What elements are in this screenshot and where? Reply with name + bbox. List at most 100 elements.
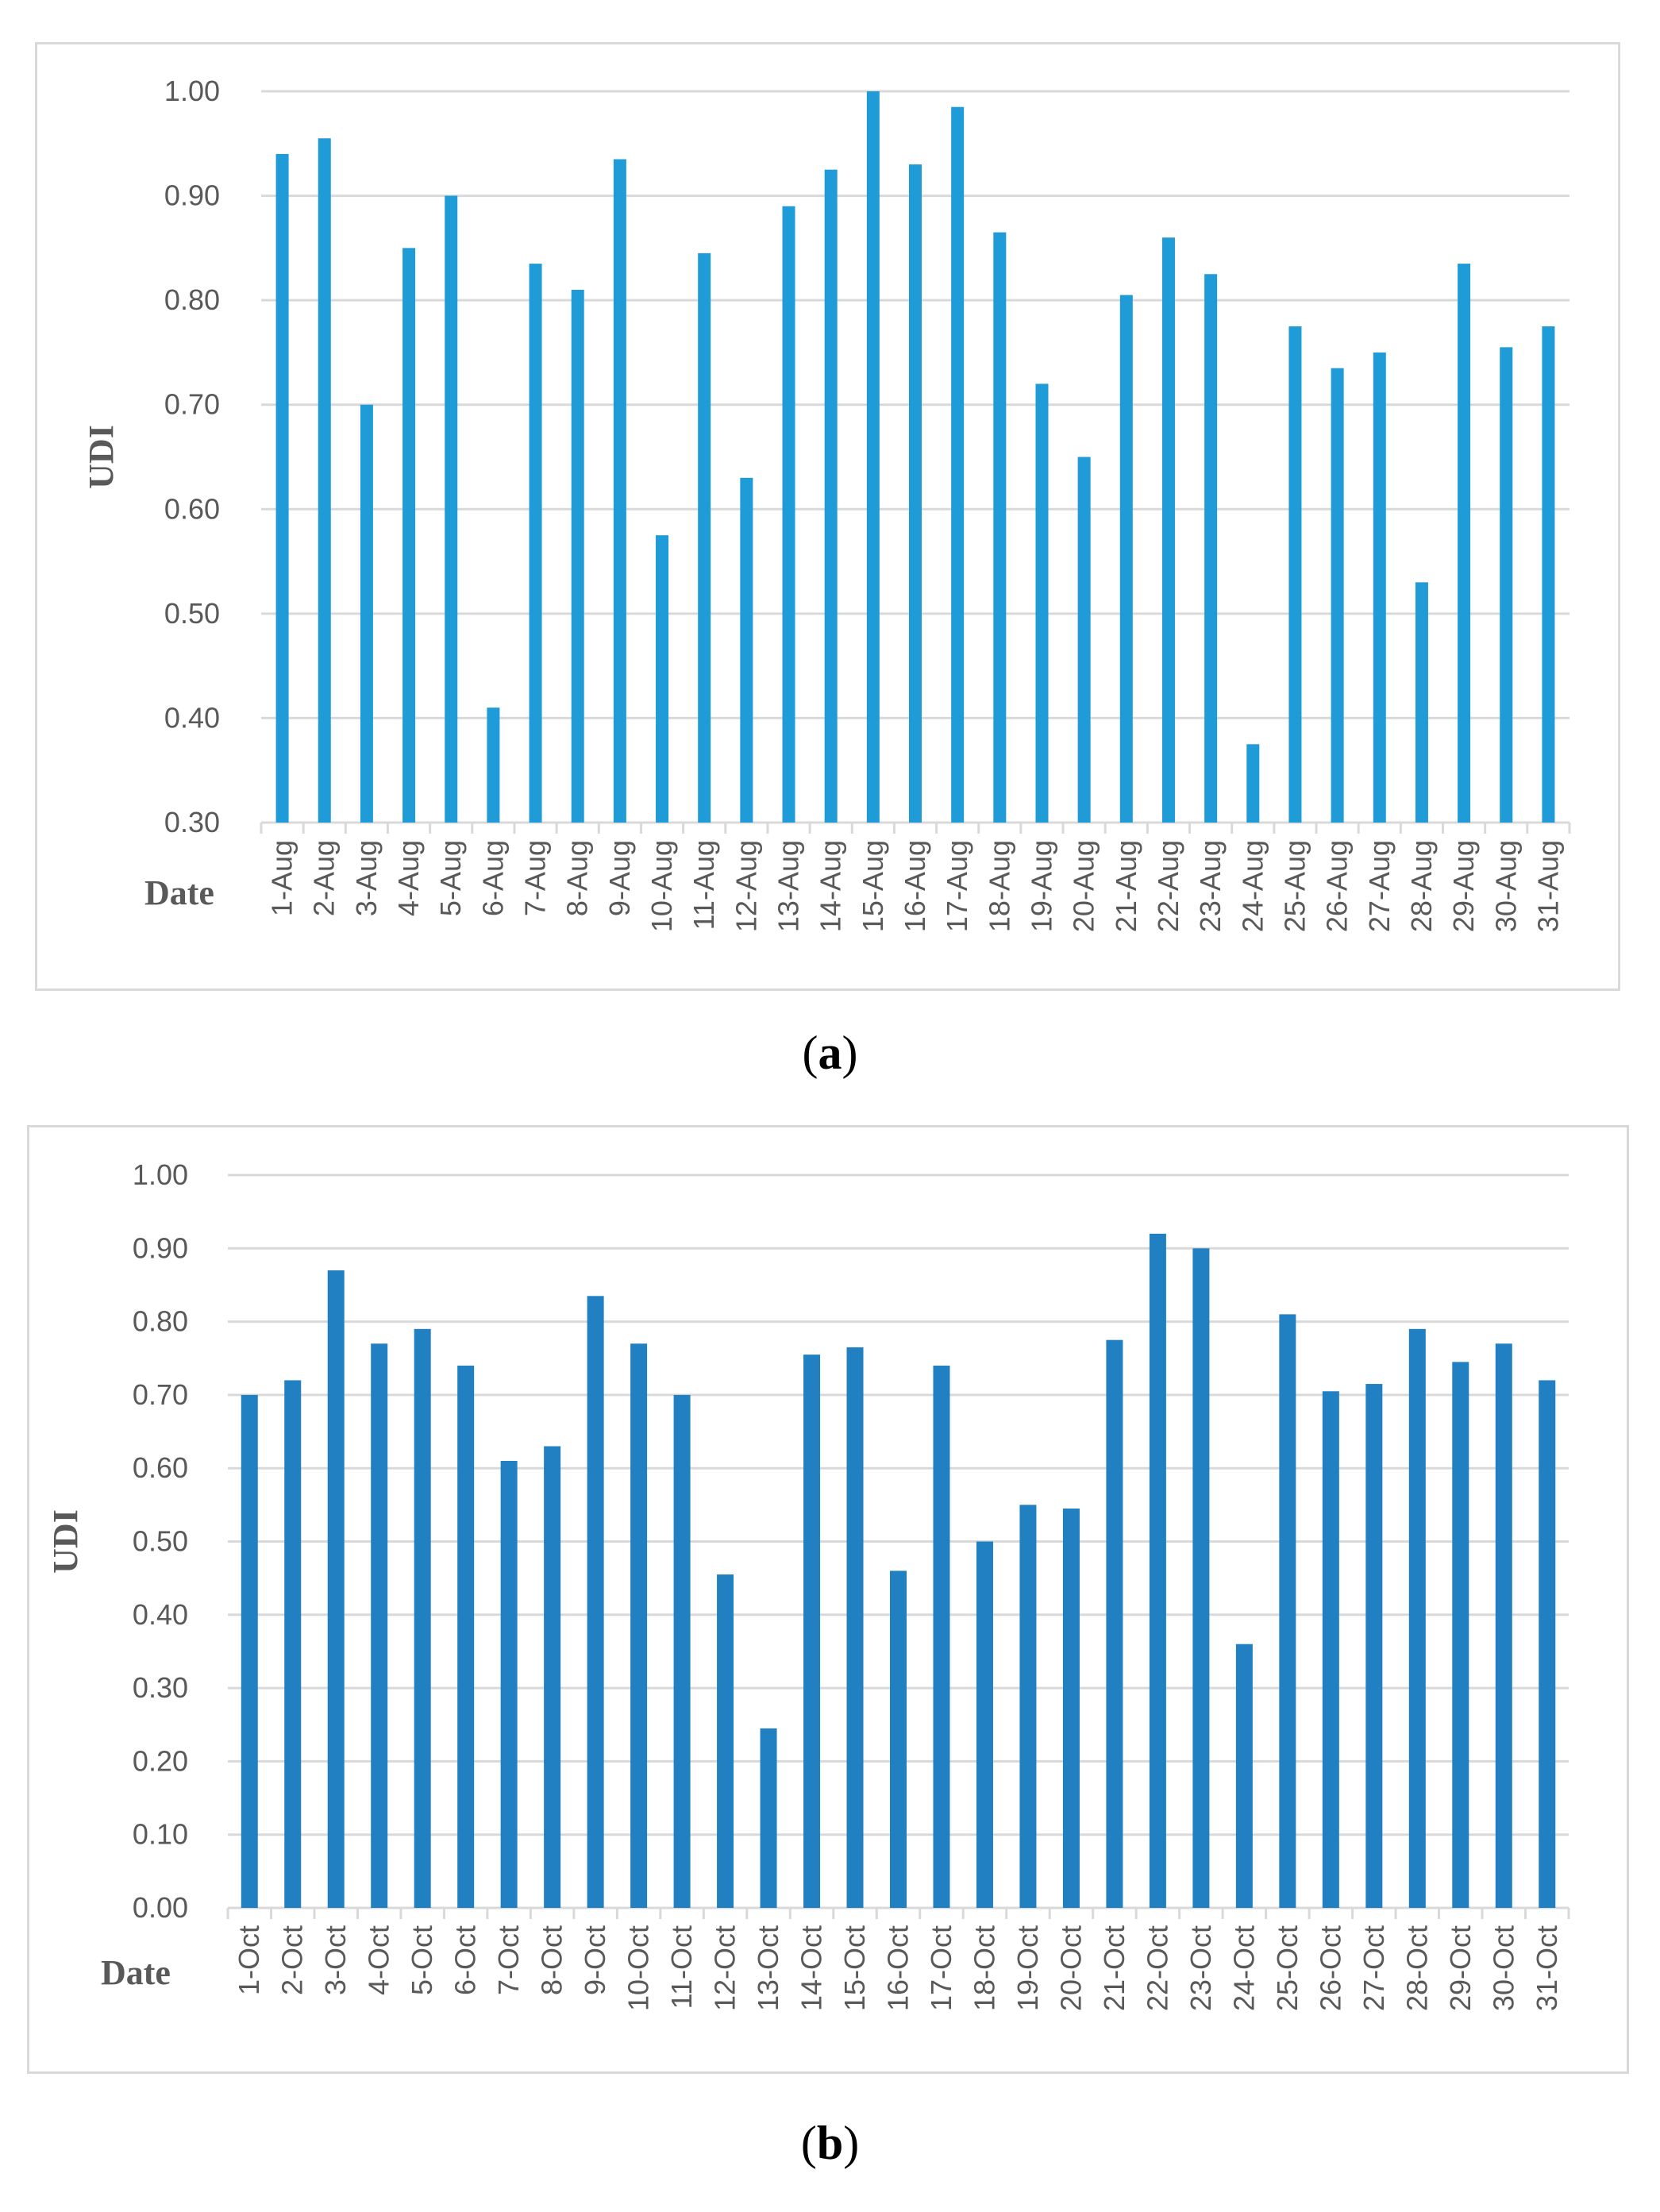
chart-b-x-tick-label: 3-Oct xyxy=(319,1925,352,1995)
chart-b-y-tick-label: 0.70 xyxy=(133,1378,188,1411)
chart-b-x-tick-label: 2-Oct xyxy=(276,1925,309,1995)
chart-a-bar-15-Aug xyxy=(866,91,880,823)
chart-b-bar-21-Oct xyxy=(1106,1339,1123,1908)
chart-b-x-tick-label: 31-Oct xyxy=(1531,1925,1563,2011)
chart-b-y-tick-label: 0.00 xyxy=(133,1891,188,1924)
chart-b-y-tick-label: 0.10 xyxy=(133,1818,188,1851)
chart-b-x-tick-label: 29-Oct xyxy=(1444,1925,1477,2011)
chart-a-x-tick-label: 12-Aug xyxy=(730,840,762,932)
chart-b-bar-10-Oct xyxy=(630,1343,648,1908)
chart-a-x-tick-label: 10-Aug xyxy=(645,840,678,932)
chart-b-x-tick-label: 16-Oct xyxy=(882,1925,915,2011)
chart-b-bar-30-Oct xyxy=(1495,1343,1512,1908)
chart-panel-a: 0.30 0.40 0.50 0.60 0.70 0.80 0.90 1.00 1-Aug 2-A… xyxy=(35,42,1620,991)
chart-a-bar-11-Aug xyxy=(698,252,711,823)
chart-a-x-tick-label: 25-Aug xyxy=(1278,840,1311,932)
chart-a-bar-14-Aug xyxy=(824,169,838,823)
chart-b-x-tick-label: 30-Oct xyxy=(1487,1925,1519,2011)
chart-b-bar-23-Oct xyxy=(1192,1248,1210,1908)
chart-a-x-tick-label: 8-Aug xyxy=(561,840,594,916)
chart-a-x-tick-label: 23-Aug xyxy=(1194,840,1227,932)
chart-a-bar-29-Aug xyxy=(1458,264,1471,823)
chart-a-bar-31-Aug xyxy=(1542,326,1555,823)
chart-b-bar-17-Oct xyxy=(933,1365,950,1908)
chart-a-bar-12-Aug xyxy=(740,477,753,823)
chart-b-x-axis-title: Date xyxy=(101,1953,171,1992)
chart-b-x-tick-label: 6-Oct xyxy=(449,1925,482,1995)
chart-b-bar-8-Oct xyxy=(544,1446,561,1908)
chart-a-y-tick-label: 0.40 xyxy=(164,701,220,734)
chart-b-x-tick-label: 27-Oct xyxy=(1358,1925,1390,2011)
chart-a-bar-9-Aug xyxy=(613,159,626,823)
chart-a-x-tick-label: 3-Aug xyxy=(350,840,383,916)
chart-b-bar-15-Oct xyxy=(846,1347,864,1908)
caption-a-letter: a xyxy=(818,1027,842,1079)
chart-b-y-tick-label: 0.60 xyxy=(133,1451,188,1484)
chart-b-x-tick-label: 28-Oct xyxy=(1400,1925,1433,2011)
chart-b-x-tick-label: 1-Oct xyxy=(233,1925,265,1995)
chart-a-y-tick-label: 0.60 xyxy=(164,492,220,525)
chart-a-x-tick-label: 1-Aug xyxy=(266,840,298,916)
chart-a-x-tick-label: 4-Aug xyxy=(392,840,425,916)
chart-b-bar-29-Oct xyxy=(1452,1362,1469,1908)
chart-b-bar-1-Oct xyxy=(241,1394,258,1908)
chart-b-x-tick-label: 9-Oct xyxy=(579,1925,611,1995)
chart-b-bar-18-Oct xyxy=(976,1541,993,1908)
chart-a-bar-6-Aug xyxy=(487,707,500,823)
chart-a-bar-27-Aug xyxy=(1373,352,1386,823)
chart-b-bar-2-Oct xyxy=(284,1380,302,1908)
chart-a-y-tick-label: 0.80 xyxy=(164,283,220,316)
chart-a-bar-7-Aug xyxy=(529,264,542,823)
chart-b-bar-16-Oct xyxy=(890,1570,907,1908)
chart-b-bar-11-Oct xyxy=(673,1394,691,1908)
chart-b-x-tick-label: 21-Oct xyxy=(1098,1925,1130,2011)
chart-b-bar-7-Oct xyxy=(500,1460,518,1908)
chart-a-x-tick-label: 2-Aug xyxy=(308,840,341,916)
chart-a-x-tick-label: 18-Aug xyxy=(983,840,1015,932)
chart-a-x-tick-label: 28-Aug xyxy=(1405,840,1438,932)
chart-a-y-tick-label: 0.50 xyxy=(164,597,220,630)
chart-a-bar-18-Aug xyxy=(993,232,1007,823)
chart-b-plot: 0.00 0.10 0.20 0.30 0.40 0.50 0.60 0.70 0.80 0.90… xyxy=(46,1158,1570,2011)
caption-b-letter: b xyxy=(816,2117,844,2169)
chart-b-bar-12-Oct xyxy=(717,1574,734,1908)
chart-b-y-tick-label: 0.90 xyxy=(133,1231,188,1264)
chart-b-x-tick-label: 10-Oct xyxy=(622,1925,655,2011)
chart-b-x-tick-label: 7-Oct xyxy=(492,1925,525,1995)
chart-b-x-tick-label: 22-Oct xyxy=(1141,1925,1173,2011)
chart-a-x-tick-label: 30-Aug xyxy=(1489,840,1522,932)
chart-a-bar-30-Aug xyxy=(1500,347,1513,823)
chart-a-x-axis-title: Date xyxy=(144,873,214,912)
chart-a-bar-19-Aug xyxy=(1035,383,1049,823)
chart-a-bar-10-Aug xyxy=(656,535,669,823)
chart-b-y-tick-label: 0.20 xyxy=(133,1744,188,1777)
chart-b-y-tick-label: 0.30 xyxy=(133,1671,188,1704)
chart-a-x-tick-label: 29-Aug xyxy=(1447,840,1480,932)
chart-b-x-tick-label: 25-Oct xyxy=(1271,1925,1304,2011)
chart-a-bar-25-Aug xyxy=(1288,326,1302,823)
chart-a-y-tick-label: 1.00 xyxy=(164,75,220,107)
chart-a-x-tick-label: 7-Aug xyxy=(519,840,552,916)
chart-a-bar-16-Aug xyxy=(909,164,922,823)
chart-b-bar-14-Oct xyxy=(803,1355,821,1908)
chart-b-x-tick-label: 23-Oct xyxy=(1184,1925,1217,2011)
chart-a-x-tick-label: 11-Aug xyxy=(687,840,720,930)
chart-a-bar-1-Aug xyxy=(275,153,289,823)
chart-a-x-tick-label: 21-Aug xyxy=(1110,840,1142,932)
chart-a-x-tick-label: 9-Aug xyxy=(603,840,636,916)
chart-a-y-axis-title: UDI xyxy=(82,425,121,489)
chart-b-x-tick-label: 17-Oct xyxy=(925,1925,957,2011)
chart-b-x-tick-label: 20-Oct xyxy=(1054,1925,1087,2011)
chart-b-bar-4-Oct xyxy=(371,1343,388,1908)
chart-a-bar-3-Aug xyxy=(360,404,373,823)
chart-a-x-tick-label: 13-Aug xyxy=(772,840,805,932)
chart-a-x-tick-label: 22-Aug xyxy=(1152,840,1184,932)
chart-a-x-tick-label: 5-Aug xyxy=(434,840,467,916)
chart-a-x-tick-label: 6-Aug xyxy=(476,840,509,916)
chart-b-bar-20-Oct xyxy=(1062,1508,1080,1908)
chart-a-x-tick-label: 20-Aug xyxy=(1068,840,1100,932)
chart-b-bar-31-Oct xyxy=(1539,1380,1556,1908)
chart-b-y-tick-label: 0.80 xyxy=(133,1305,188,1338)
chart-b-bar-13-Oct xyxy=(760,1728,777,1908)
chart-a-bar-8-Aug xyxy=(571,289,584,823)
